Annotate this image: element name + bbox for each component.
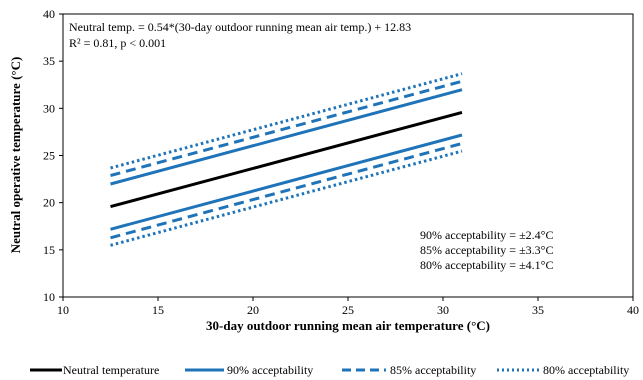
acc80-annotation: 80% acceptability = ±4.1°C — [420, 258, 553, 272]
series-line-6 — [110, 149, 463, 247]
x-tick-label: 15 — [152, 303, 164, 317]
y-axis-title: Neutral operative temperature (°C) — [8, 57, 23, 254]
r-squared-annotation: R² = 0.81, p < 0.001 — [69, 36, 166, 50]
axis-ticks: 10 15 20 25 30 35 40 10 15 20 25 30 35 40 — [43, 7, 639, 317]
x-tick-label: 10 — [57, 303, 69, 317]
x-tick-label: 30 — [437, 303, 449, 317]
y-tick-label: 35 — [43, 54, 55, 68]
y-tick-label: 25 — [43, 149, 55, 163]
x-tick-label: 35 — [532, 303, 544, 317]
series-lines — [110, 72, 463, 247]
acc90-annotation: 90% acceptability = ±2.4°C — [420, 228, 553, 242]
y-tick-label: 20 — [43, 196, 55, 210]
x-tick-label: 25 — [342, 303, 354, 317]
x-axis-title: 30-day outdoor running mean air temperat… — [206, 318, 490, 333]
legend-label-90: 90% acceptability — [227, 363, 313, 377]
legend-label-neutral: Neutral temperature — [63, 363, 159, 377]
series-line-0 — [110, 110, 463, 209]
series-line-1 — [110, 88, 463, 186]
series-line-5 — [110, 72, 463, 170]
legend: Neutral temperature 90% acceptability 85… — [30, 363, 629, 377]
y-tick-label: 40 — [43, 7, 55, 21]
series-line-3 — [110, 79, 463, 177]
series-line-4 — [110, 142, 463, 240]
equation-annotation: Neutral temp. = 0.54*(30-day outdoor run… — [69, 20, 411, 34]
x-tick-label: 20 — [247, 303, 259, 317]
y-tick-label: 30 — [43, 101, 55, 115]
legend-label-80: 80% acceptability — [543, 363, 629, 377]
x-tick-label: 40 — [627, 303, 639, 317]
y-tick-label: 15 — [43, 243, 55, 257]
acc85-annotation: 85% acceptability = ±3.3°C — [420, 243, 553, 257]
y-tick-label: 10 — [43, 290, 55, 304]
series-line-2 — [110, 133, 463, 231]
legend-label-85: 85% acceptability — [390, 363, 476, 377]
